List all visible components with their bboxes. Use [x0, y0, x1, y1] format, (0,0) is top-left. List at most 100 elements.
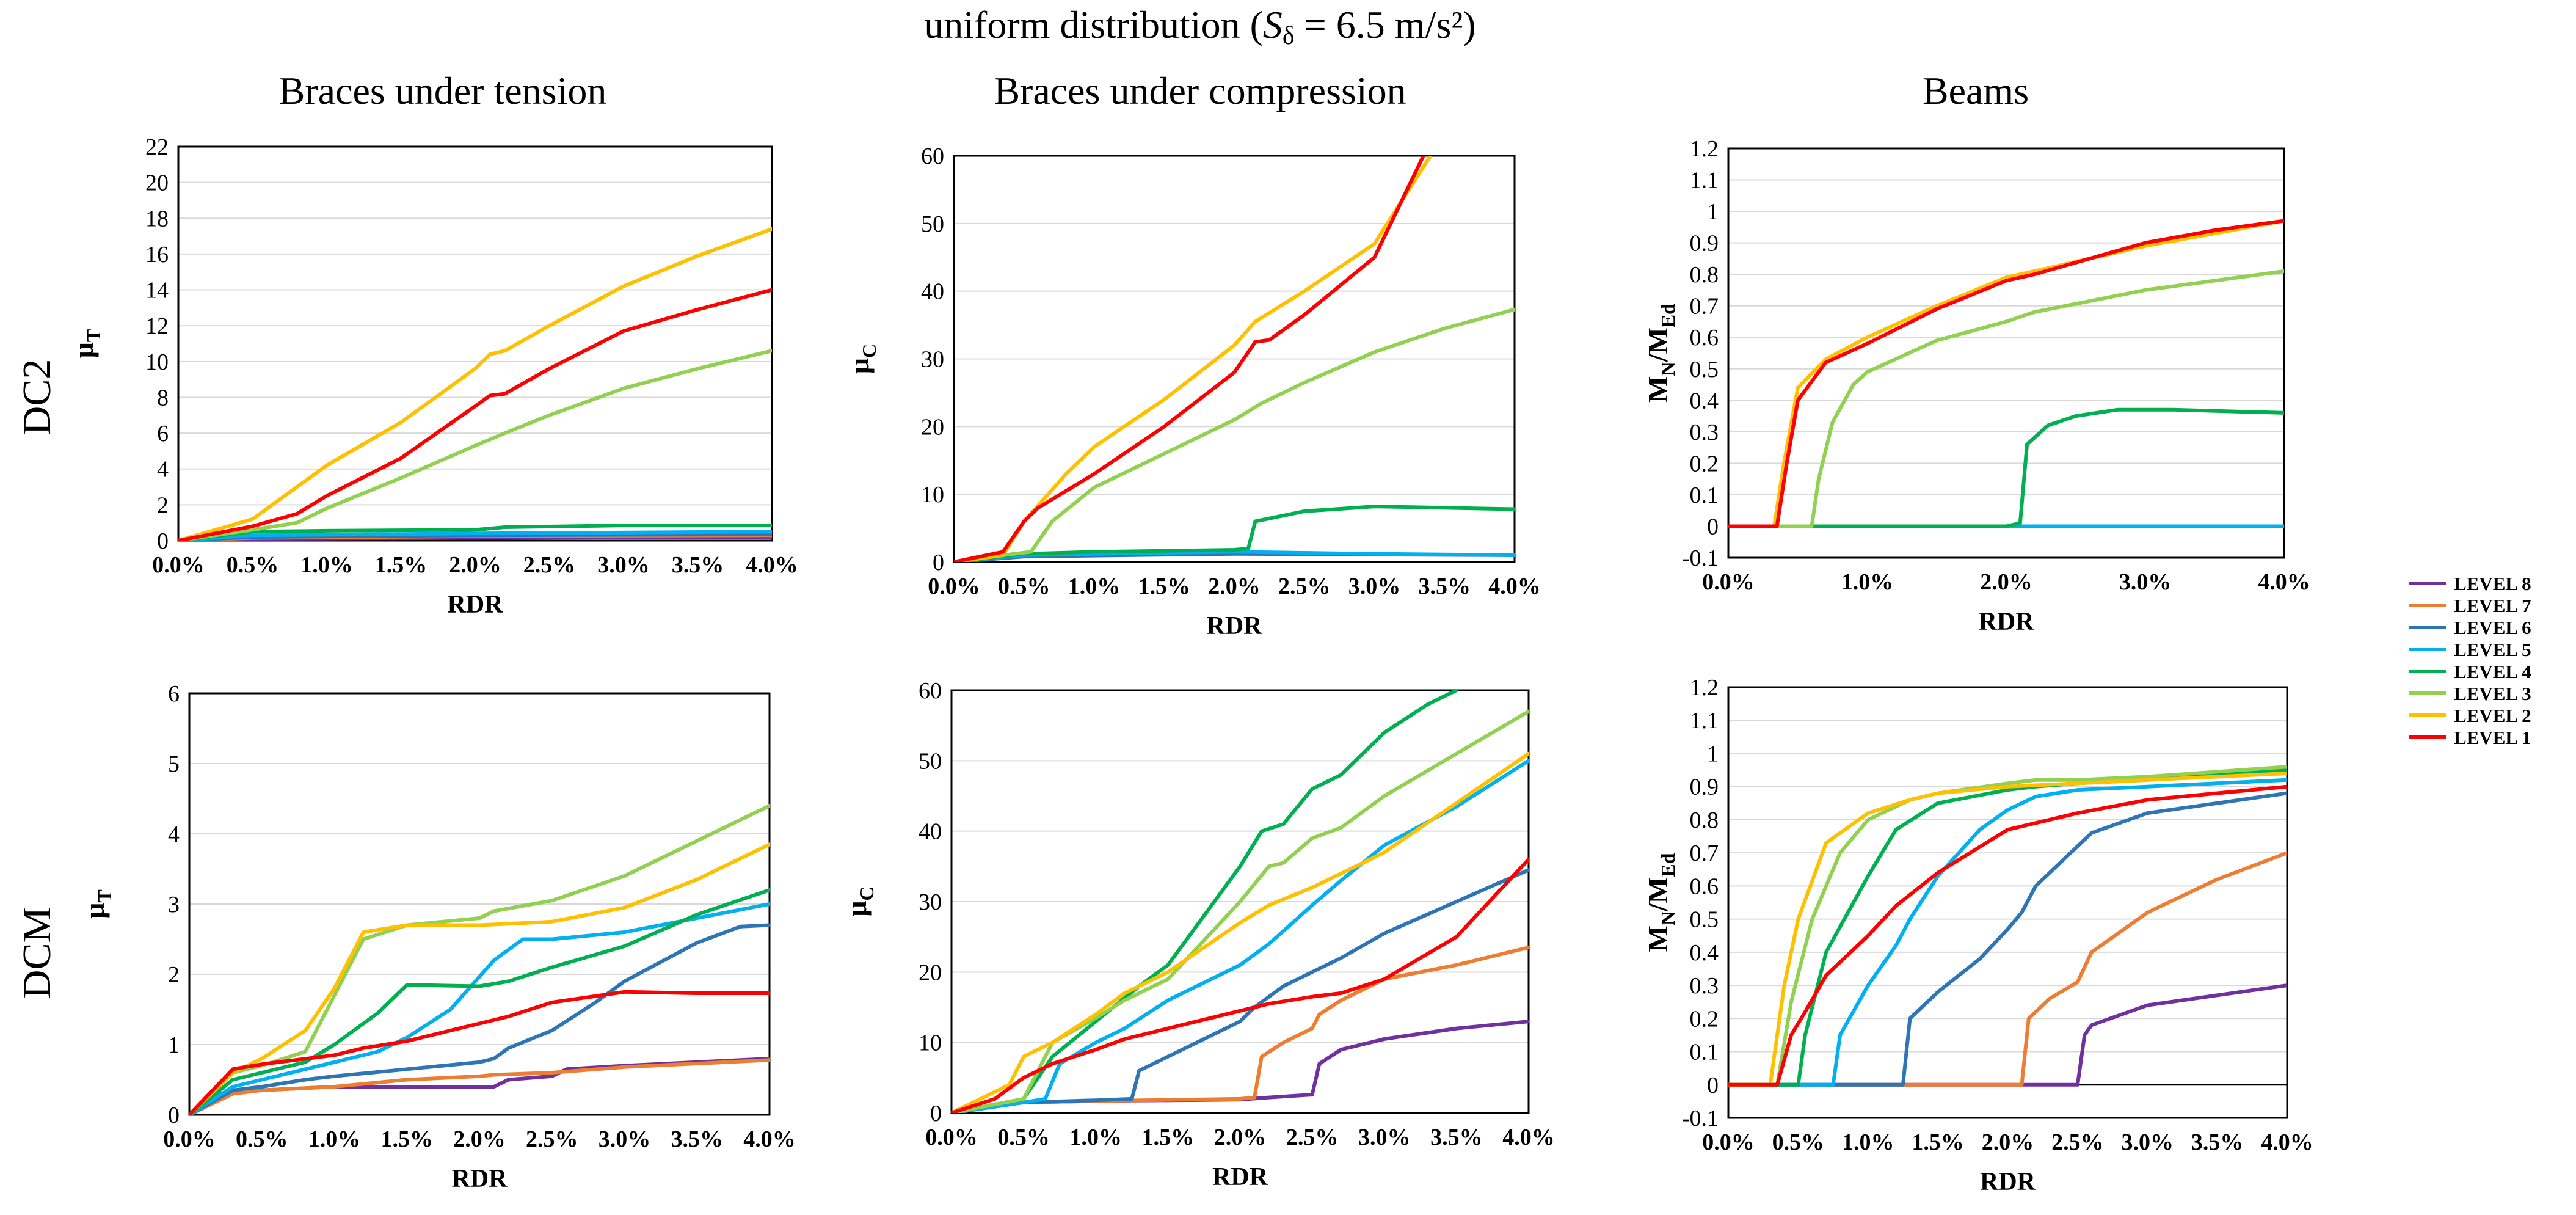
x-tick-label: 0.0%: [152, 552, 205, 578]
y-tick-label: 5: [168, 751, 180, 777]
y-axis-label: μT: [68, 329, 104, 358]
y-tick-label: 0.7: [1690, 294, 1719, 319]
y-tick-label: 0.2: [1690, 1006, 1719, 1032]
series-line: [189, 1058, 770, 1115]
x-tick-label: 3.0%: [1348, 574, 1401, 599]
x-axis-label: RDR: [1212, 1163, 1268, 1191]
x-tick-label: 0.5%: [227, 552, 279, 578]
x-tick-label: 2.0%: [1214, 1125, 1267, 1150]
x-tick-label: 2.5%: [1278, 574, 1331, 599]
series-line: [1728, 983, 2287, 1087]
y-tick-label: 14: [145, 278, 169, 304]
y-tick-label: 4: [168, 822, 180, 847]
plot-frame: [950, 689, 1530, 1114]
column-title-compression: Braces under compression: [994, 69, 1406, 112]
x-axis-label: RDR: [1207, 612, 1263, 640]
legend-label: LEVEL 7: [2454, 595, 2531, 616]
series-line: [1728, 219, 2284, 528]
series-line: [951, 709, 1529, 1113]
series-line: [189, 990, 770, 1115]
y-tick-label: 0.6: [1690, 325, 1719, 351]
y-tick-label: 0: [933, 550, 944, 575]
y-tick-label: 1.2: [1690, 675, 1719, 701]
series-line: [178, 288, 772, 541]
series-line: [189, 1057, 770, 1115]
y-tick-label: 0: [1707, 514, 1719, 539]
legend-label: LEVEL 1: [2454, 727, 2531, 748]
legend-label: LEVEL 4: [2454, 661, 2531, 682]
y-tick-label: 0.8: [1690, 808, 1719, 833]
y-tick-label: 20: [919, 960, 942, 985]
x-tick-label: 2.5%: [526, 1126, 578, 1152]
x-tick-label: 2.0%: [453, 1126, 506, 1152]
x-tick-label: 4.0%: [1488, 574, 1541, 599]
x-tick-label: 3.5%: [672, 552, 724, 578]
legend-label: LEVEL 8: [2454, 573, 2531, 594]
series-line: [189, 902, 770, 1115]
series-line: [1728, 784, 2287, 1087]
chart-dc2-tension: 0 2 4 6 8 10 12 14 16 18 20 22 0.0% 0.5% 1.0% 1.5% 2.0% 2…: [68, 134, 798, 619]
y-tick-label: 0.9: [1690, 231, 1719, 257]
x-tick-label: 1.0%: [1070, 1125, 1122, 1150]
x-tick-label: 1.5%: [375, 552, 428, 578]
series-line: [1728, 407, 2284, 528]
x-tick-label: 1.0%: [1841, 569, 1894, 595]
series-line: [954, 307, 1515, 562]
y-tick-label: 1.1: [1690, 708, 1719, 734]
chart-dcm-tension: 0 1 2 3 4 5 6 0.0% 0.5% 1.0% 1.5% 2.0% 2.5% 3.0% 3.5% 4…: [79, 681, 796, 1193]
row-label-dcm: DCM: [15, 907, 59, 999]
legend-label: LEVEL 2: [2454, 705, 2531, 726]
x-tick-label: 4.0%: [2258, 569, 2310, 595]
plot-frame: [177, 145, 773, 542]
x-tick-label: 0.0%: [1702, 569, 1755, 595]
y-tick-label: 0.9: [1690, 775, 1719, 800]
series-line: [178, 349, 772, 541]
legend-label: LEVEL 3: [2454, 683, 2531, 704]
y-tick-label: 60: [921, 144, 944, 169]
series-line: [951, 751, 1529, 1113]
x-tick-label: 1.0%: [1068, 574, 1121, 599]
x-tick-label: 2.0%: [1208, 574, 1261, 599]
plot-frame: [953, 155, 1516, 563]
x-tick-label: 0.0%: [925, 1125, 978, 1150]
x-tick-label: 3.0%: [597, 552, 650, 578]
x-tick-label: 4.0%: [2261, 1129, 2313, 1155]
y-tick-label: 0.6: [1690, 874, 1719, 899]
series-line: [1728, 269, 2284, 528]
y-tick-label: 1: [1707, 741, 1719, 767]
x-tick-label: 1.0%: [300, 552, 353, 578]
x-tick-label: 3.0%: [1358, 1125, 1411, 1150]
y-tick-label: 12: [145, 313, 169, 339]
row-label-dc2: DC2: [15, 359, 59, 436]
y-tick-label: 30: [919, 889, 942, 915]
y-tick-label: 0.1: [1690, 1040, 1719, 1065]
y-axis-label: MN/MEd: [1642, 304, 1679, 403]
x-tick-label: 3.0%: [2122, 1129, 2174, 1155]
y-tick-label: 0.4: [1690, 388, 1719, 414]
y-tick-label: 50: [921, 211, 944, 237]
x-tick-label: 1.5%: [381, 1126, 434, 1152]
series-line: [1728, 791, 2287, 1087]
y-tick-label: 0.4: [1690, 940, 1719, 966]
y-tick-label: 0: [157, 528, 169, 554]
series-line: [1728, 851, 2287, 1087]
series-line: [189, 842, 770, 1115]
x-tick-label: 2.0%: [1982, 1129, 2034, 1155]
y-tick-label: 60: [919, 678, 942, 704]
y-tick-label: 10: [919, 1031, 942, 1056]
y-tick-label: -0.1: [1682, 545, 1719, 571]
x-tick-label: 2.5%: [1286, 1125, 1339, 1150]
x-axis-label: RDR: [448, 591, 504, 619]
series-line: [1728, 765, 2287, 1087]
column-title-beams: Beams: [1923, 69, 2029, 112]
y-axis-label: μC: [841, 886, 878, 916]
y-tick-label: 0: [168, 1103, 180, 1128]
y-tick-label: 1: [168, 1032, 180, 1058]
x-tick-label: 3.5%: [671, 1126, 724, 1152]
series-line: [178, 227, 772, 541]
series-line: [1728, 772, 2287, 1087]
series-line: [954, 156, 1425, 562]
x-tick-label: 0.0%: [928, 574, 980, 599]
y-tick-label: 10: [145, 349, 169, 375]
y-tick-label: 20: [921, 414, 944, 440]
